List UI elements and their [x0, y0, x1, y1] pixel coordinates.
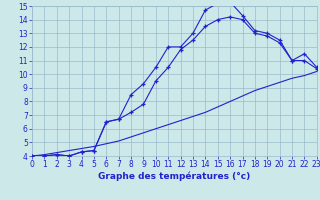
X-axis label: Graphe des températures (°c): Graphe des températures (°c) [98, 172, 251, 181]
